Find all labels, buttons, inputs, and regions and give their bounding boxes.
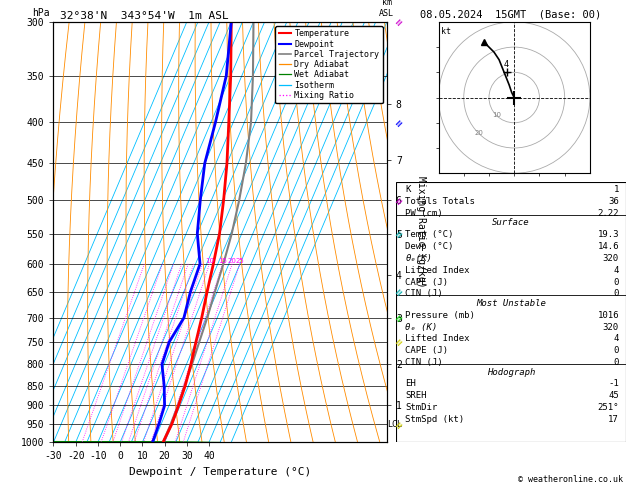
Text: 4: 4 xyxy=(614,266,619,275)
Text: SREH: SREH xyxy=(406,391,427,400)
Text: 14.6: 14.6 xyxy=(598,242,619,251)
Text: ≡: ≡ xyxy=(393,116,406,129)
Text: Most Unstable: Most Unstable xyxy=(476,299,546,308)
X-axis label: Dewpoint / Temperature (°C): Dewpoint / Temperature (°C) xyxy=(129,467,311,477)
Text: Lifted Index: Lifted Index xyxy=(406,334,470,344)
Text: Pressure (mb): Pressure (mb) xyxy=(406,311,476,320)
Text: 20: 20 xyxy=(474,130,483,136)
Text: θₑ (K): θₑ (K) xyxy=(406,323,438,331)
Text: Lifted Index: Lifted Index xyxy=(406,266,470,275)
Text: 0: 0 xyxy=(614,278,619,287)
Legend: Temperature, Dewpoint, Parcel Trajectory, Dry Adiabat, Wet Adiabat, Isotherm, Mi: Temperature, Dewpoint, Parcel Trajectory… xyxy=(275,26,382,103)
Text: ≡: ≡ xyxy=(393,418,406,431)
Text: ≡: ≡ xyxy=(393,16,406,28)
Text: EH: EH xyxy=(406,380,416,388)
Text: 32°38'N  343°54'W  1m ASL: 32°38'N 343°54'W 1m ASL xyxy=(60,11,229,21)
Text: 1016: 1016 xyxy=(598,311,619,320)
Text: 0: 0 xyxy=(614,347,619,355)
Text: StmSpd (kt): StmSpd (kt) xyxy=(406,415,465,424)
Text: 25: 25 xyxy=(235,258,244,264)
Text: 0: 0 xyxy=(614,358,619,367)
Text: ≡: ≡ xyxy=(393,285,406,298)
Text: PW (cm): PW (cm) xyxy=(406,209,443,218)
Text: StmDir: StmDir xyxy=(406,403,438,412)
Text: 10: 10 xyxy=(492,112,501,119)
Text: 251°: 251° xyxy=(598,403,619,412)
Text: 19.3: 19.3 xyxy=(598,230,619,239)
Text: ≡: ≡ xyxy=(393,335,406,348)
Text: ≡: ≡ xyxy=(393,227,406,240)
Text: © weatheronline.co.uk: © weatheronline.co.uk xyxy=(518,474,623,484)
Text: 45: 45 xyxy=(608,391,619,400)
Text: 320: 320 xyxy=(603,323,619,331)
Text: θₑ(K): θₑ(K) xyxy=(406,254,432,263)
Text: ≡: ≡ xyxy=(393,312,406,324)
Text: K: K xyxy=(406,185,411,194)
Text: ≡: ≡ xyxy=(393,194,406,207)
Text: 0: 0 xyxy=(614,290,619,298)
Text: CAPE (J): CAPE (J) xyxy=(406,278,448,287)
Text: Surface: Surface xyxy=(493,218,530,227)
Text: 2.22: 2.22 xyxy=(598,209,619,218)
Text: 08.05.2024  15GMT  (Base: 00): 08.05.2024 15GMT (Base: 00) xyxy=(420,9,602,19)
Text: Dewp (°C): Dewp (°C) xyxy=(406,242,454,251)
Text: CIN (J): CIN (J) xyxy=(406,358,443,367)
Y-axis label: Mixing Ratio (g/kg): Mixing Ratio (g/kg) xyxy=(416,176,426,288)
Text: Temp (°C): Temp (°C) xyxy=(406,230,454,239)
Text: 20: 20 xyxy=(228,258,237,264)
Text: Totals Totals: Totals Totals xyxy=(406,197,476,206)
Text: 17: 17 xyxy=(608,415,619,424)
Text: LCL: LCL xyxy=(387,420,403,429)
Text: 15: 15 xyxy=(218,258,227,264)
Text: 1: 1 xyxy=(614,185,619,194)
Text: 4: 4 xyxy=(614,334,619,344)
Text: 320: 320 xyxy=(603,254,619,263)
Text: Hodograph: Hodograph xyxy=(487,367,535,377)
Text: -1: -1 xyxy=(608,380,619,388)
Text: kt: kt xyxy=(441,27,451,36)
Text: km
ASL: km ASL xyxy=(379,0,394,17)
Text: hPa: hPa xyxy=(32,8,50,17)
Text: CAPE (J): CAPE (J) xyxy=(406,347,448,355)
Text: 10: 10 xyxy=(205,258,214,264)
Text: CIN (J): CIN (J) xyxy=(406,290,443,298)
Text: 36: 36 xyxy=(608,197,619,206)
Text: 4: 4 xyxy=(504,60,509,69)
